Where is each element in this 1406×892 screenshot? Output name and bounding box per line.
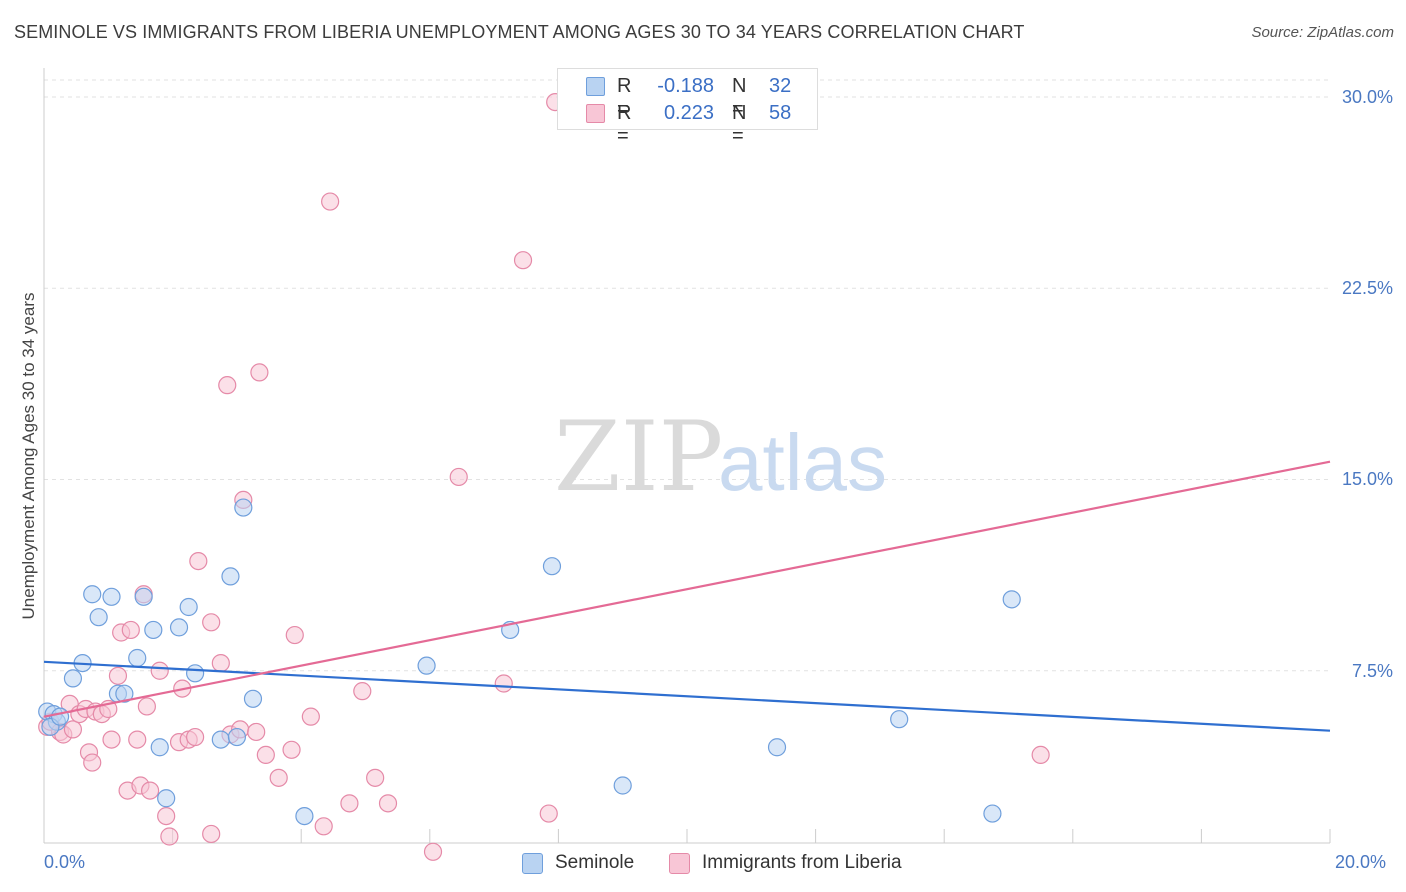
liberia-point (202, 824, 221, 844)
liberia-point (250, 363, 269, 382)
y-tick-label: 30.0% (1341, 87, 1393, 107)
liberia-point (211, 653, 230, 673)
y-tick-label: 15.0% (1341, 469, 1393, 489)
liberia-point (247, 722, 266, 742)
liberia-point (378, 794, 398, 813)
watermark-zip: ZIP (554, 401, 723, 513)
seminole-point (417, 656, 436, 675)
liberia-point (186, 727, 205, 747)
r-label: R = (617, 75, 632, 120)
seminole-point (89, 608, 108, 627)
liberia-point (282, 740, 301, 759)
seminole-point (542, 557, 562, 576)
seminole-point (613, 776, 632, 795)
watermark: ZIP atlas (554, 401, 887, 513)
liberia-point (366, 768, 385, 787)
seminole-point (50, 707, 70, 726)
r-label: R = (617, 102, 632, 147)
liberia-trend-line (43, 460, 1331, 718)
liberia-r-value: 0.223 (663, 102, 714, 124)
seminole-point (211, 730, 230, 749)
liberia-point (539, 804, 558, 823)
seminole-point (83, 585, 102, 604)
seminole-point (1002, 590, 1021, 609)
liberia-point (285, 625, 304, 645)
liberia-point (83, 753, 102, 772)
watermark-atlas: atlas (718, 418, 887, 507)
legend-label-liberia: Immigrants from Liberia (702, 852, 902, 873)
liberia-n-value: 58 (769, 102, 792, 124)
seminole-r-value: -0.188 (657, 75, 714, 97)
liberia-point (102, 730, 121, 749)
seminole-point (115, 684, 134, 703)
seminole-point (186, 664, 205, 683)
seminole-point (150, 738, 169, 757)
liberia-point (314, 817, 333, 836)
liberia-point (513, 251, 533, 270)
liberia-point (157, 806, 176, 826)
seminole-swatch (586, 77, 605, 96)
seminole-point (767, 738, 787, 757)
seminole-point (221, 567, 240, 586)
seminole-point (144, 620, 163, 640)
liberia-point (423, 842, 443, 861)
liberia-point (353, 682, 372, 701)
liberia-point (128, 730, 147, 749)
liberia-point (301, 707, 320, 726)
legend-label-seminole: Seminole (555, 852, 635, 873)
seminole-point (102, 587, 121, 606)
correlation-legend: R = -0.188 N = 32 R = 0.223 N = 58 (557, 68, 818, 147)
trend-lines (43, 460, 1331, 732)
seminole-point (227, 727, 246, 747)
seminole-point (234, 498, 253, 517)
seminole-point (63, 669, 83, 688)
chart-title: SEMINOLE VS IMMIGRANTS FROM LIBERIA UNEM… (14, 22, 1025, 42)
liberia-point (321, 192, 340, 211)
source-label: Source: ZipAtlas.com (1251, 24, 1394, 41)
x-tick-label: 0.0% (44, 852, 86, 872)
liberia-point (108, 666, 128, 685)
n-label: N = (732, 102, 747, 147)
liberia-point (256, 745, 275, 765)
liberia-point (160, 827, 179, 846)
liberia-point (1031, 745, 1050, 765)
liberia-point (202, 613, 221, 632)
seminole-point (134, 587, 153, 606)
liberia-point (150, 661, 169, 680)
liberia-point (137, 697, 156, 716)
seminole-trend-line (43, 660, 1331, 732)
seminole-n-value: 32 (769, 75, 792, 97)
liberia-swatch (669, 853, 690, 874)
seminole-point (179, 597, 198, 617)
liberia-point (189, 551, 208, 571)
seminole-point (243, 689, 263, 708)
liberia-point (63, 720, 83, 739)
x-tick-label: 20.0% (1335, 852, 1387, 872)
seminole-point (157, 789, 176, 808)
liberia-point (269, 768, 288, 787)
liberia-point (218, 376, 237, 395)
seminole-swatch (522, 853, 543, 874)
seminole-points (38, 498, 1021, 826)
seminole-point (169, 618, 189, 637)
liberia-points (38, 92, 1050, 861)
seminole-point (983, 804, 1002, 823)
liberia-point (449, 467, 468, 487)
seminole-point (295, 806, 314, 826)
y-tick-label: 7.5% (1351, 661, 1393, 681)
liberia-point (121, 620, 140, 640)
liberia-swatch (586, 104, 605, 123)
seminole-point (890, 710, 909, 729)
seminole-point (128, 648, 147, 668)
liberia-point (340, 794, 359, 813)
y-tick-label: 22.5% (1341, 278, 1393, 298)
n-label: N = (732, 75, 747, 120)
liberia-point (494, 674, 513, 693)
liberia-point (140, 781, 160, 800)
